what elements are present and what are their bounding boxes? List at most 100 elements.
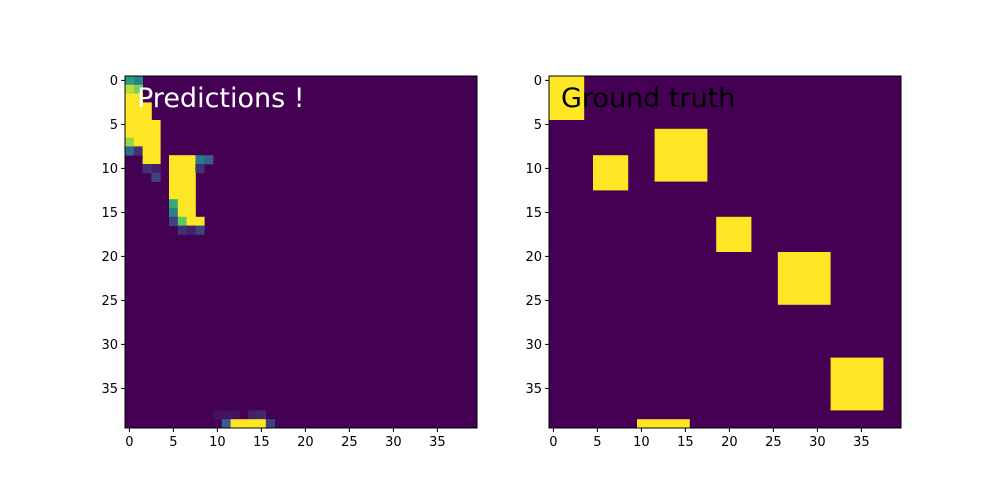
y-tick-label: 5 — [534, 118, 542, 133]
heatmap-cell — [125, 146, 135, 156]
y-tick-label: 35 — [525, 382, 542, 397]
heatmap-cell — [142, 128, 152, 138]
heatmap-cell — [195, 225, 205, 235]
heatmap-cell — [169, 181, 179, 191]
heatmap-cell — [151, 172, 161, 182]
heatmap-cell — [186, 181, 196, 191]
heatmap-cell — [133, 111, 143, 121]
heatmap-cell — [195, 164, 205, 174]
heatmap-cell — [142, 102, 152, 112]
heatmap-cell — [248, 410, 258, 420]
heatmap-cell — [195, 155, 205, 165]
heatmap-cell — [186, 199, 196, 209]
heatmap-cell — [125, 137, 135, 147]
x-tick-label: 30 — [385, 435, 402, 450]
heatmap-cell — [133, 120, 143, 130]
heatmap-cell — [204, 155, 214, 165]
heatmap-cell — [169, 199, 179, 209]
heatmap-cell — [142, 120, 152, 130]
ground-truth-block — [716, 216, 752, 252]
predictions-background — [125, 76, 477, 428]
heatmap-cell — [133, 93, 143, 103]
heatmap-cell — [186, 216, 196, 226]
heatmap-cell — [169, 208, 179, 218]
heatmap-cell — [177, 190, 187, 200]
ground-truth-heatmap: 0 5 10 15 20 25 30 35 0 5 10 15 20 25 30 35 Ground tru… — [525, 74, 902, 450]
y-tick-label: 0 — [110, 74, 118, 89]
predictions-title: Predictions ! — [137, 83, 305, 114]
x-tick-label: 5 — [169, 435, 177, 450]
x-tick-label: 20 — [297, 435, 314, 450]
heatmap-cell — [213, 410, 223, 420]
heatmap-cell — [151, 155, 161, 165]
heatmap-cell — [186, 190, 196, 200]
heatmap-cell — [169, 164, 179, 174]
x-tick-label: 35 — [853, 435, 870, 450]
ground-truth-axes-frame — [548, 75, 902, 429]
x-tick-label: 10 — [633, 435, 650, 450]
heatmap-cell — [169, 155, 179, 165]
heatmap-cell — [239, 419, 249, 429]
heatmap-cell — [142, 155, 152, 165]
heatmap-cell — [177, 225, 187, 235]
heatmap-cell — [133, 137, 143, 147]
x-tick-label: 25 — [765, 435, 782, 450]
heatmap-cell — [221, 419, 231, 429]
y-tick-label: 30 — [525, 338, 542, 353]
heatmap-cell — [133, 128, 143, 138]
heatmap-cell — [142, 137, 152, 147]
heatmap-cell — [195, 216, 205, 226]
ground-truth-block — [593, 155, 629, 191]
ground-truth-block — [777, 252, 831, 305]
heatmap-cell — [125, 111, 135, 121]
heatmap-cell — [177, 164, 187, 174]
heatmap-cell — [151, 128, 161, 138]
heatmap-cell — [169, 216, 179, 226]
y-tick-label: 10 — [101, 162, 118, 177]
x-tick-label: 0 — [125, 435, 133, 450]
y-tick-label: 25 — [101, 294, 118, 309]
heatmap-cell — [186, 225, 196, 235]
heatmap-cell — [125, 120, 135, 130]
y-tick-label: 15 — [101, 206, 118, 221]
ground-truth-block — [830, 357, 884, 411]
y-tick-label: 20 — [101, 250, 118, 265]
x-tick-label: 15 — [677, 435, 694, 450]
heatmap-cell — [133, 84, 143, 94]
predictions-heatmap: 0 5 10 15 20 25 30 35 0 5 10 15 20 25 30 35 Prediction… — [101, 74, 478, 450]
ground-truth-block — [549, 76, 585, 120]
heatmap-cell — [177, 181, 187, 191]
x-tick-label: 15 — [253, 435, 270, 450]
heatmap-cell — [142, 111, 152, 121]
y-tick-label: 5 — [110, 118, 118, 133]
heatmap-cell — [133, 146, 143, 156]
y-tick-label: 20 — [525, 250, 542, 265]
y-tick-label: 10 — [525, 162, 542, 177]
heatmap-cell — [177, 155, 187, 165]
x-tick-label: 25 — [341, 435, 358, 450]
heatmap-cell — [151, 146, 161, 156]
heatmap-cell — [142, 146, 152, 156]
heatmap-cell — [151, 120, 161, 130]
y-tick-label: 0 — [534, 74, 542, 89]
x-tick-label: 35 — [429, 435, 446, 450]
heatmap-cell — [230, 410, 240, 420]
heatmap-cell — [257, 410, 267, 420]
x-tick-label: 20 — [721, 435, 738, 450]
y-tick-label: 15 — [525, 206, 542, 221]
heatmap-cell — [177, 216, 187, 226]
heatmap-cell — [151, 137, 161, 147]
heatmap-cell — [125, 128, 135, 138]
ground-truth-block — [637, 419, 690, 428]
heatmap-cell — [177, 199, 187, 209]
ground-truth-title: Ground truth — [561, 83, 735, 114]
heatmap-cell — [221, 410, 231, 420]
heatmap-cell — [177, 172, 187, 182]
ground-truth-block — [654, 128, 708, 182]
y-tick-label: 30 — [101, 338, 118, 353]
heatmap-cell — [230, 419, 240, 429]
x-tick-label: 30 — [809, 435, 826, 450]
heatmap-cell — [265, 419, 275, 429]
heatmap-cell — [186, 164, 196, 174]
